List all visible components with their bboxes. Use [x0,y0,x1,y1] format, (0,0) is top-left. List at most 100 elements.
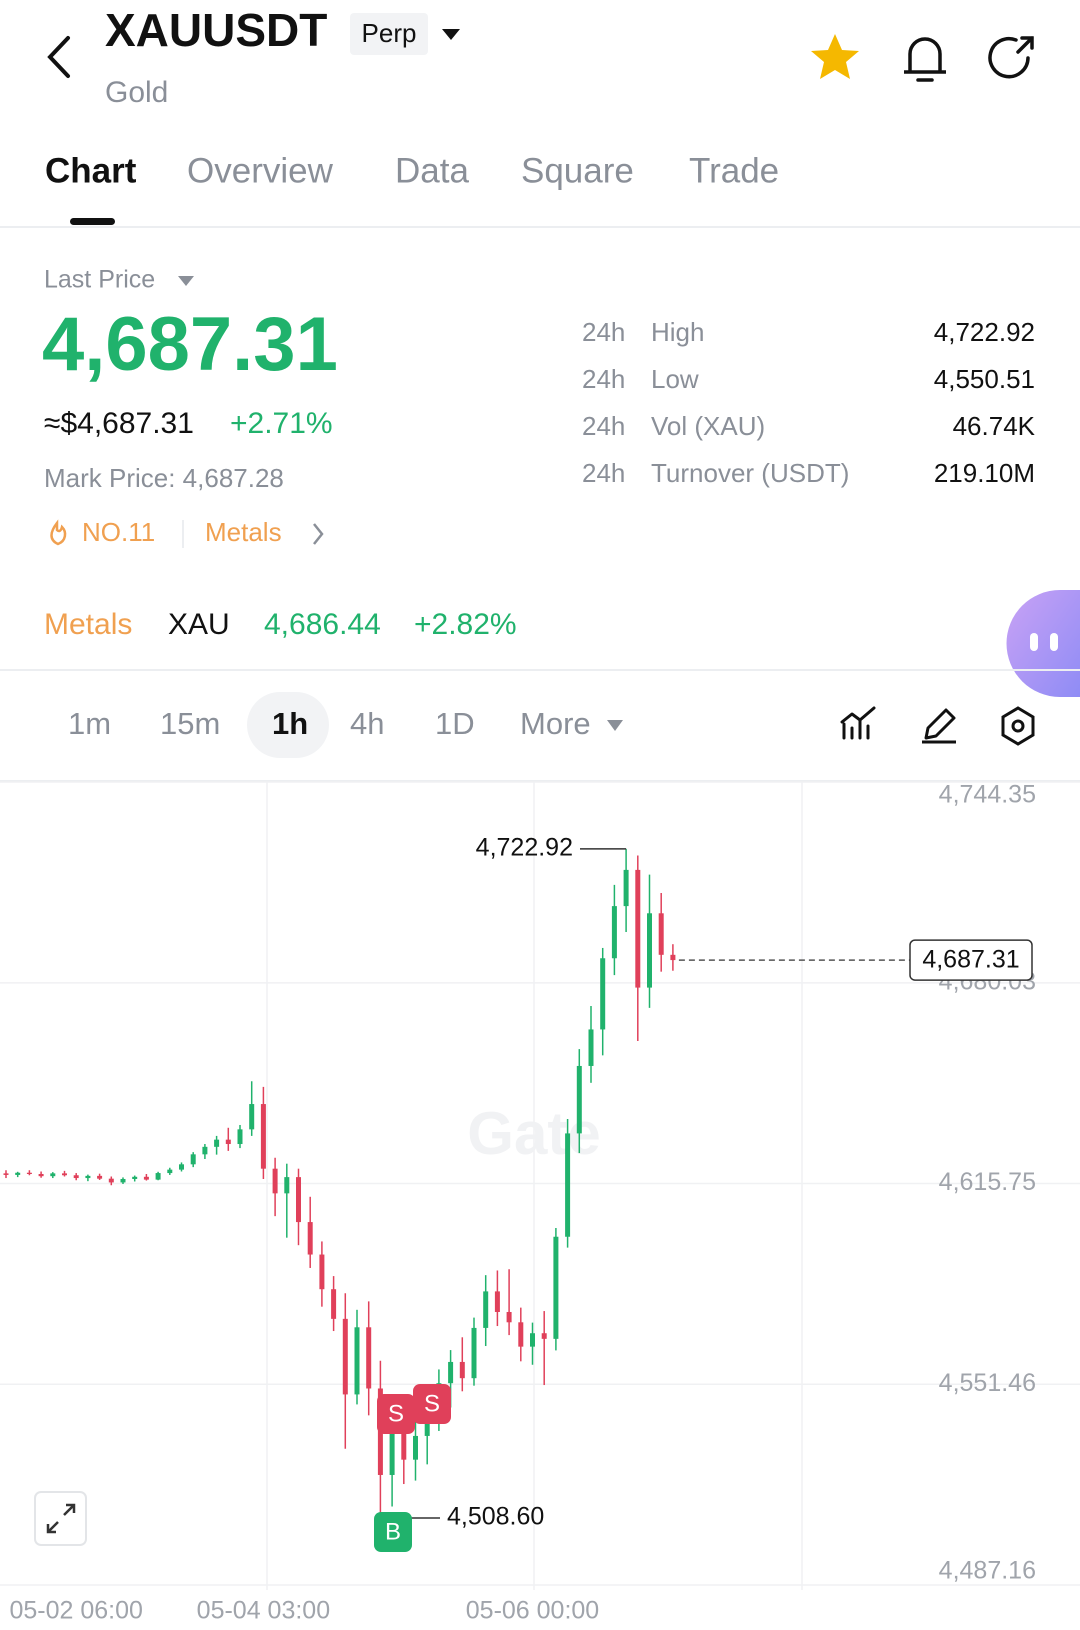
expand-button[interactable] [34,1491,87,1546]
candle-body [635,869,641,988]
candle-body [108,1178,114,1183]
last-price: 4,687.31 [42,302,338,387]
assistant-bubble[interactable] [1006,590,1080,697]
trade-marker-bg [377,1394,415,1434]
candle-body [272,1168,278,1194]
alert-icon[interactable] [904,37,946,82]
x-tick-label: 05-04 03:00 [197,1597,330,1625]
interval[interactable]: 1m [68,706,111,741]
x-tick-label: 05-06 00:00 [466,1597,599,1625]
candle-body [588,1029,594,1066]
stat-period: 24h [582,458,625,488]
candle-body [401,1430,407,1460]
candle-body [354,1327,360,1395]
stat-period: 24h [582,364,625,394]
dropdown-caret[interactable] [178,276,194,286]
trade-marker-bg [374,1512,412,1552]
draw-icon[interactable] [922,708,956,744]
candle-body [483,1291,489,1328]
trade-marker: S [424,1390,440,1417]
price-type[interactable]: Last Price [44,266,155,294]
chevron[interactable] [313,523,324,545]
candle-body [120,1178,126,1183]
badge[interactable]: Perp [362,18,417,48]
bubble-eye [1050,633,1058,651]
candle-body [132,1176,138,1179]
symbol: XAUUSDT [105,4,327,56]
candle-body [50,1173,56,1177]
candle-body [459,1361,465,1379]
interval[interactable]: More [520,706,591,741]
candle-body [623,869,629,907]
candle-body [611,906,617,959]
candle-body [85,1175,91,1179]
candle-body [494,1291,500,1312]
candle-body [249,1104,255,1130]
stat-period: 24h [582,317,625,347]
candle-body [448,1361,454,1384]
sector-link[interactable]: Metals [205,517,282,547]
interval[interactable]: 1h [272,706,308,741]
favorite-icon[interactable] [811,34,859,79]
candle-body [670,954,676,961]
candle-body [179,1164,184,1170]
rank[interactable]: NO.11 [82,517,155,547]
stat-value: 46.74K [953,411,1036,441]
candle-body [143,1176,149,1180]
candle-body [97,1175,103,1179]
hot-icon [50,519,67,546]
dropdown-caret[interactable] [442,29,460,40]
bubble-eye [1030,633,1038,651]
candle-body [565,1133,571,1237]
trade-marker: S [388,1400,404,1427]
ticker-sector[interactable]: Metals [44,608,132,641]
interval[interactable]: 1D [435,706,475,741]
candle-body [647,913,652,988]
candle-body [26,1172,32,1174]
back-button[interactable] [47,36,70,78]
price-change: +2.71% [230,407,333,440]
candle-body [389,1430,395,1475]
candle-body [296,1177,301,1223]
candle-body [471,1327,477,1379]
ticker-change: +2.82% [414,608,517,641]
tab[interactable]: Trade [689,151,779,190]
stat-label: High [651,317,704,347]
badge-bg [350,13,428,55]
interval[interactable]: 4h [350,706,384,741]
trade-marker: B [385,1518,401,1545]
candle-body [62,1173,67,1176]
interval[interactable]: 15m [160,706,220,741]
candle-body [214,1139,220,1147]
candle-body [413,1435,418,1460]
settings-icon[interactable] [1001,706,1035,746]
share-icon[interactable] [988,36,1034,79]
candle-body [518,1322,524,1347]
candle-body [424,1412,430,1436]
y-tick-label: 4,615.75 [939,1168,1036,1196]
candle-body [155,1173,161,1180]
candle-body [576,1065,582,1134]
stat-value: 219.10M [934,458,1035,488]
tab[interactable]: Chart [45,151,137,190]
indicator-icon[interactable] [840,706,876,740]
candle-body [15,1172,21,1175]
stat-label: Vol (XAU) [651,411,765,441]
tab[interactable]: Square [521,151,634,190]
low-label: 4,508.60 [447,1503,544,1531]
candle-body [225,1139,231,1145]
expand-icon[interactable] [46,1503,76,1534]
tab[interactable]: Overview [187,151,334,190]
dropdown-caret[interactable] [607,720,623,731]
last-price-label: 4,687.31 [922,946,1019,974]
stat-value: 4,550.51 [934,364,1035,394]
tab[interactable]: Data [395,151,469,190]
ticker-price: 4,686.44 [264,608,381,641]
candle-body [202,1146,208,1155]
candle-body [366,1327,372,1389]
candle-body [284,1177,290,1194]
asset-name: Gold [105,76,168,109]
interval-selected-bg [247,692,329,758]
candle-body [167,1169,173,1174]
candle-body [553,1236,559,1339]
